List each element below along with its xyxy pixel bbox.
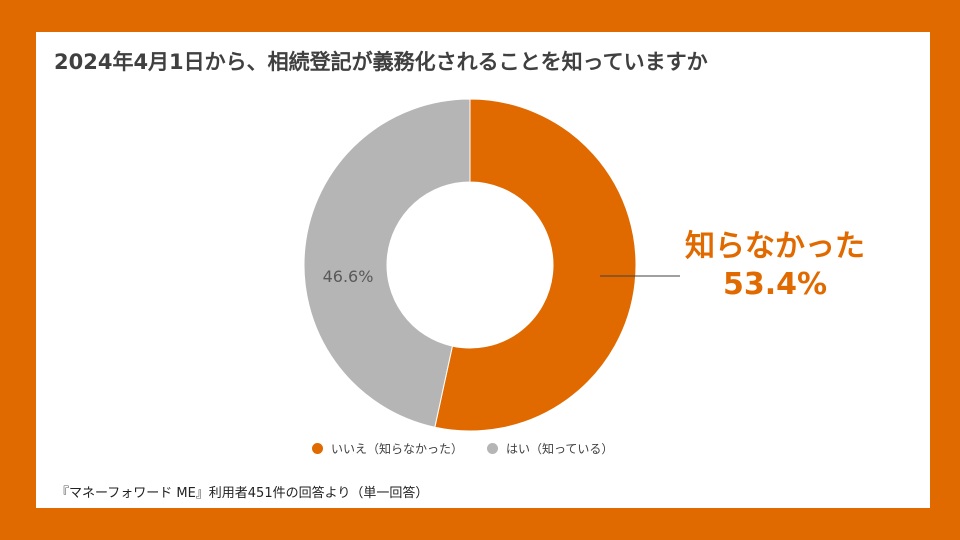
chart-panel: 2024年4月1日から、相続登記が義務化されることを知っていますか 46.6% … [36, 32, 930, 508]
callout-label: 知らなかった [685, 229, 865, 264]
slices-group [303, 98, 637, 432]
donut-chart: 46.6% [303, 98, 680, 432]
legend: いいえ（知らなかった） はい（知っている） [312, 440, 613, 457]
legend-item-no: いいえ（知らなかった） [312, 440, 463, 457]
footnote: 『マネーフォワード ME』利用者451件の回答より（単一回答） [56, 486, 429, 501]
legend-swatch-no [312, 443, 323, 454]
callout-no: 知らなかった 53.4% [650, 228, 900, 304]
legend-label-yes: はい（知っている） [506, 442, 614, 456]
slice-label-yes: 46.6% [323, 267, 374, 286]
legend-swatch-yes [487, 443, 499, 454]
slice-no [434, 98, 637, 432]
legend-label-no: いいえ（知らなかった） [331, 442, 464, 456]
legend-item-yes: はい（知っている） [487, 440, 613, 457]
slice-yes [303, 98, 471, 428]
callout-value: 53.4% [722, 267, 828, 302]
chart-title: 2024年4月1日から、相続登記が義務化されることを知っていますか [54, 50, 708, 74]
